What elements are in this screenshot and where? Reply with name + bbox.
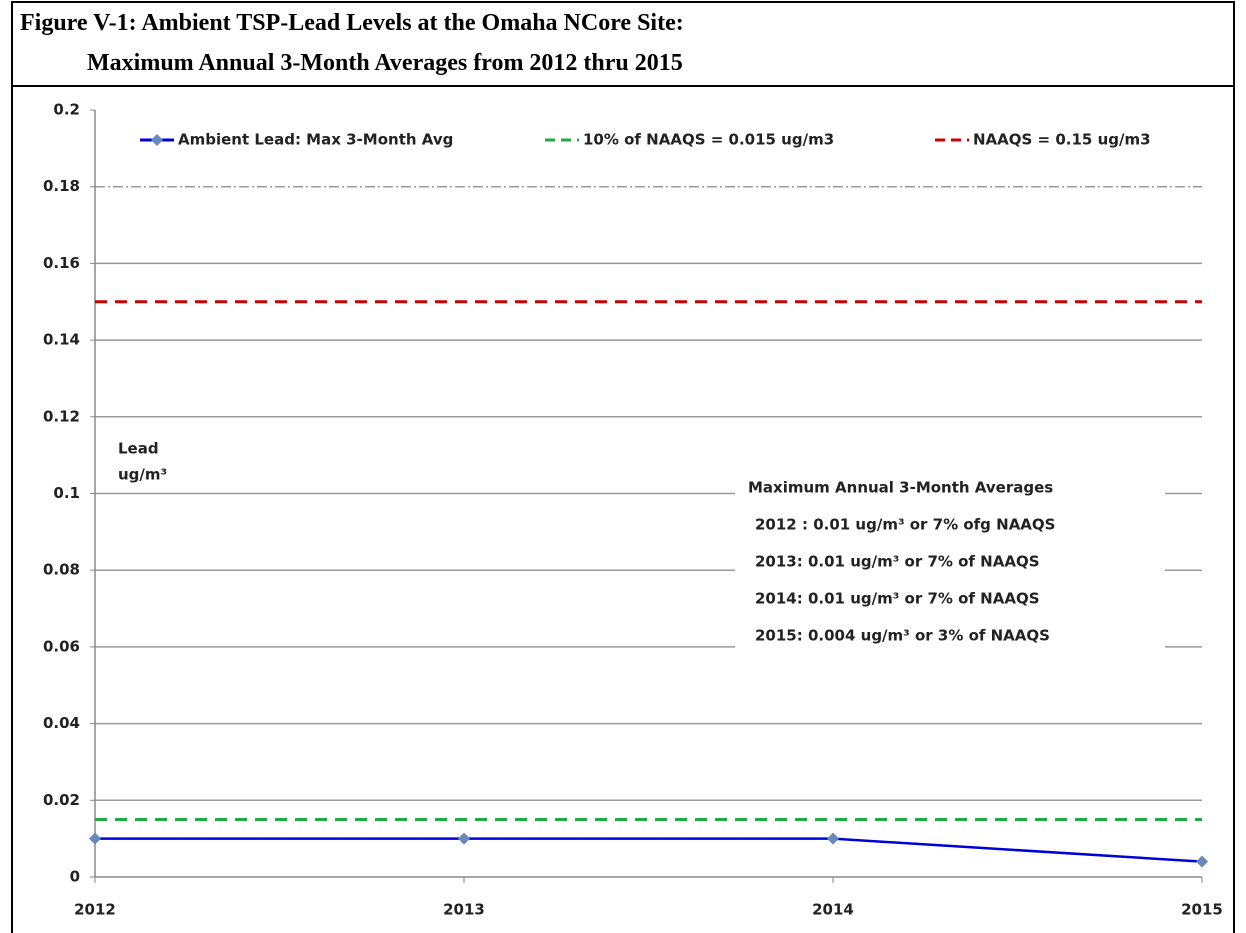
- y-tick-label: 0.1: [53, 484, 80, 502]
- x-tick-label: 2013: [443, 901, 485, 919]
- y-tick-label: 0.18: [43, 177, 80, 195]
- y-tick-label: 0.14: [43, 331, 80, 349]
- legend-label: Ambient Lead: Max 3-Month Avg: [178, 131, 453, 149]
- frame: [11, 1, 1235, 933]
- x-tick-label: 2012: [74, 901, 116, 919]
- data-point: [1196, 855, 1208, 868]
- y-tick-label: 0.16: [43, 254, 80, 272]
- chart-title: Figure V-1: Ambient TSP-Lead Levels at t…: [20, 10, 684, 36]
- y-tick-label: 0.08: [43, 561, 80, 579]
- data-point: [827, 832, 839, 845]
- annotation: Maximum Annual 3-Month Averages: [748, 479, 1053, 497]
- data-point: [89, 832, 101, 845]
- y-tick-label: 0.06: [43, 637, 80, 655]
- legend-label: NAAQS = 0.15 ug/m3: [973, 131, 1151, 149]
- annotation: 2013: 0.01 ug/m³ or 7% of NAAQS: [755, 553, 1040, 571]
- y-axis-label: Lead: [118, 440, 159, 458]
- y-axis-label: ug/m³: [118, 466, 167, 484]
- x-tick-label: 2014: [812, 901, 854, 919]
- y-label-bg: [108, 430, 168, 490]
- y-tick-label: 0.02: [43, 791, 80, 809]
- data-point: [458, 832, 470, 845]
- y-tick-label: 0: [70, 868, 80, 886]
- annotation-bg: [735, 470, 1165, 660]
- series-line: [95, 837, 1203, 863]
- chart-subtitle: Maximum Annual 3-Month Averages from 201…: [87, 50, 683, 76]
- legend-marker: [151, 134, 163, 146]
- annotation: 2014: 0.01 ug/m³ or 7% of NAAQS: [755, 590, 1040, 608]
- annotation: 2015: 0.004 ug/m³ or 3% of NAAQS: [755, 627, 1050, 645]
- legend-label: 10% of NAAQS = 0.015 ug/m3: [583, 131, 834, 149]
- y-tick-label: 0.04: [43, 714, 80, 732]
- y-tick-label: 0.2: [53, 101, 80, 119]
- y-tick-label: 0.12: [43, 407, 80, 425]
- x-tick-label: 2015: [1181, 901, 1223, 919]
- annotation: 2012 : 0.01 ug/m³ or 7% ofg NAAQS: [755, 516, 1055, 534]
